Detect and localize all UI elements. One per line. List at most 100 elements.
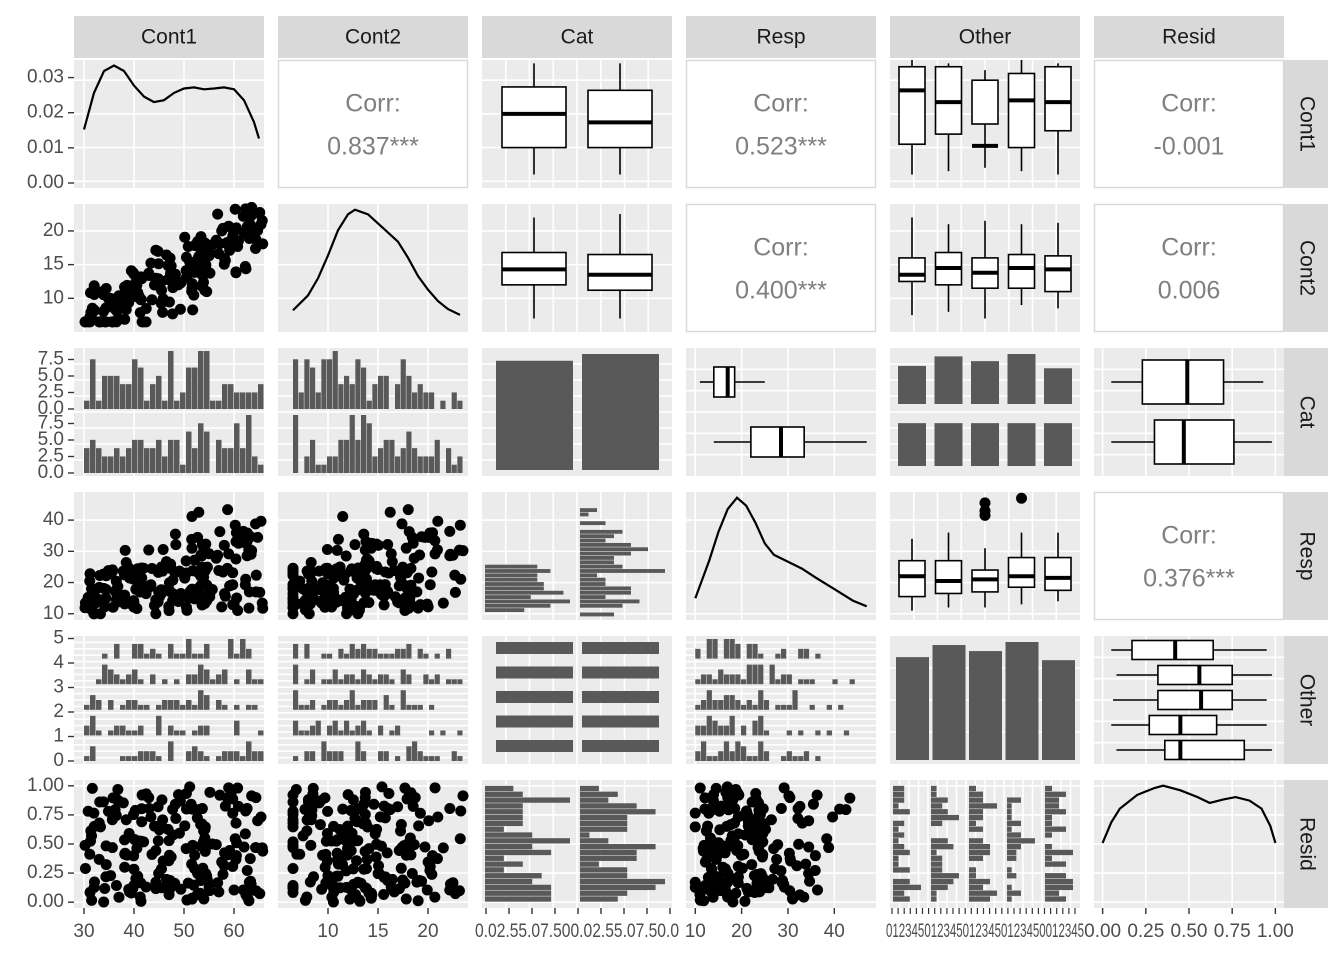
histogram-bar xyxy=(126,448,132,473)
data-point xyxy=(192,531,204,543)
data-point xyxy=(192,868,204,880)
data-point xyxy=(742,886,754,898)
histogram-bar xyxy=(580,595,606,599)
data-point xyxy=(393,597,405,609)
histogram-bar xyxy=(150,751,156,761)
histogram-bar xyxy=(1007,809,1012,815)
histogram-bar xyxy=(485,896,552,902)
histogram-bar xyxy=(156,756,162,761)
column-strip-cont1: Cont1 xyxy=(74,16,264,58)
histogram-bar xyxy=(355,741,361,761)
data-point xyxy=(121,279,133,291)
data-point xyxy=(86,604,98,616)
data-point xyxy=(386,873,398,885)
bar xyxy=(582,642,659,654)
data-point xyxy=(204,885,216,897)
data-point xyxy=(124,886,136,898)
data-point xyxy=(771,853,783,865)
histogram-bar xyxy=(485,838,570,844)
x-axis-cont1: 30 40 50 60 xyxy=(73,908,245,942)
data-point xyxy=(239,260,251,272)
histogram-bar xyxy=(695,751,701,761)
data-point xyxy=(239,828,251,840)
histogram-bar xyxy=(366,423,372,473)
data-point xyxy=(195,549,207,561)
data-point xyxy=(167,308,179,320)
boxplot-box xyxy=(1131,639,1214,661)
strip-label: Other xyxy=(1295,674,1318,727)
histogram-bar xyxy=(96,448,102,473)
data-point xyxy=(345,845,357,857)
histogram-bar xyxy=(168,351,174,409)
histogram-bar xyxy=(434,674,440,685)
data-point xyxy=(739,895,751,907)
tick-label: 30 xyxy=(43,540,64,561)
data-point xyxy=(322,870,334,882)
data-point xyxy=(301,814,313,826)
data-point xyxy=(812,884,824,896)
histogram-bar xyxy=(114,375,120,409)
histogram-bar xyxy=(809,704,815,710)
histogram-bar xyxy=(451,679,457,685)
data-point xyxy=(457,790,469,802)
data-point xyxy=(800,858,812,870)
histogram-bar xyxy=(485,582,544,586)
histogram-bar xyxy=(1045,814,1052,821)
histogram-bar xyxy=(706,674,712,685)
histogram-bar xyxy=(246,648,252,659)
data-point xyxy=(395,862,407,874)
histogram-bar xyxy=(931,803,943,809)
data-point xyxy=(359,792,371,804)
data-point xyxy=(153,824,165,836)
histogram-bar xyxy=(198,725,204,736)
data-point xyxy=(768,843,780,855)
histogram-bar xyxy=(332,751,338,761)
bar xyxy=(1007,423,1036,466)
data-point xyxy=(337,510,349,522)
data-point xyxy=(746,859,758,871)
tick-label: 40 xyxy=(123,921,144,942)
histogram-bar xyxy=(792,690,798,710)
data-point xyxy=(195,840,207,852)
column-strip-resid: Resid xyxy=(1094,16,1284,58)
histogram-bar xyxy=(192,730,198,736)
data-point xyxy=(105,870,117,882)
data-point xyxy=(725,840,737,852)
histogram-bar xyxy=(180,464,186,473)
histogram-bar xyxy=(174,730,180,736)
data-point xyxy=(86,782,98,794)
histogram-bar xyxy=(234,751,240,761)
histogram-bar xyxy=(843,730,850,736)
data-point xyxy=(136,789,148,801)
y-axis-resp: 10 20 30 40 xyxy=(43,509,74,624)
histogram-bar xyxy=(108,456,114,473)
histogram-bar xyxy=(485,849,552,856)
correlation-label: Corr: xyxy=(345,90,401,118)
tick-label: 10 xyxy=(43,603,64,624)
data-point xyxy=(150,244,162,256)
data-point xyxy=(145,579,157,591)
histogram-bar xyxy=(234,720,240,736)
histogram-bar xyxy=(1007,820,1021,827)
data-point xyxy=(129,804,141,816)
histogram-bar xyxy=(144,704,150,710)
data-point xyxy=(426,566,438,578)
data-point xyxy=(416,531,428,543)
data-point xyxy=(414,807,426,819)
x-axis-resid: 0.00 0.25 0.50 0.75 1.00 xyxy=(1084,908,1294,942)
histogram-bar xyxy=(580,577,606,582)
boxplot-box xyxy=(1157,689,1233,711)
histogram-bar xyxy=(150,648,156,659)
tick-label: 20 xyxy=(731,921,752,942)
histogram-bar xyxy=(763,700,770,710)
histogram-bar xyxy=(969,867,976,873)
data-point xyxy=(319,792,331,804)
data-point xyxy=(785,855,797,867)
panel-background xyxy=(686,492,876,620)
histogram-bar xyxy=(332,669,338,685)
row-strip-cat: Cat xyxy=(1284,348,1328,476)
data-point xyxy=(419,841,431,853)
histogram-bar xyxy=(372,700,378,710)
histogram-bar xyxy=(406,643,412,659)
data-point xyxy=(135,835,147,847)
